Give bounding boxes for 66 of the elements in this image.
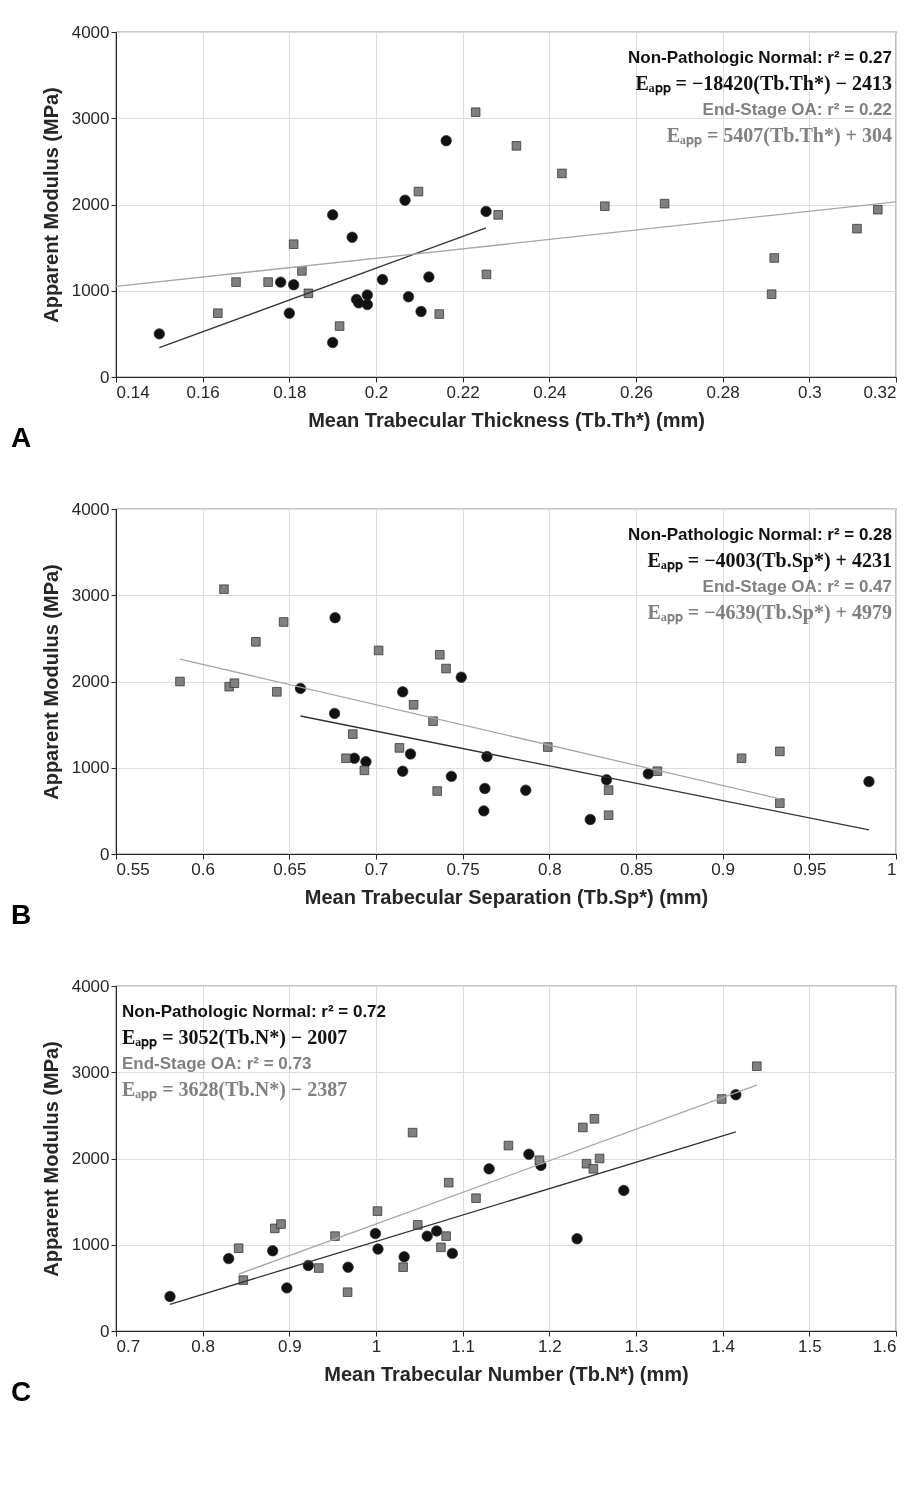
annotation: Eₐₚₚ = −18420(Tb.Th*) − 2413 [635, 72, 892, 96]
x-tick-label: 0.22 [446, 382, 480, 402]
x-tick-label: 0.18 [273, 382, 307, 402]
y-axis-title: Apparent Modulus (MPa) [39, 564, 62, 800]
x-tick-label: 0.14 [116, 382, 150, 402]
y-tick-label: 3000 [71, 1062, 110, 1082]
y-tick-label: 1000 [71, 758, 110, 778]
x-tick-label: 0.24 [533, 382, 567, 402]
y-tick-label: 2000 [71, 195, 110, 214]
x-tick-label: 1.6 [872, 1336, 897, 1356]
x-tick-label: 1.2 [538, 1336, 562, 1356]
x-tick-label: 0.28 [706, 382, 740, 402]
annotation: Eₐₚₚ = −4003(Tb.Sp*) + 4231 [647, 549, 892, 573]
y-tick-label: 1000 [71, 1235, 110, 1255]
x-axis-title: Mean Trabecular Number (Tb.N*) (mm) [324, 1362, 689, 1385]
y-tick-label: 4000 [71, 499, 110, 519]
annotation: Eₐₚₚ = 3052(Tb.N*) − 2007 [122, 1026, 348, 1050]
x-tick-label: 0.16 [186, 382, 220, 402]
y-tick-label: 0 [100, 367, 110, 387]
text: End-Stage OA: r² = 0.22 [702, 100, 892, 119]
x-tick-label: 0.55 [116, 859, 150, 879]
text: End-Stage OA: r² = 0.73 [122, 1054, 312, 1073]
text: B [11, 899, 32, 930]
x-tick-label: 1 [887, 859, 897, 879]
text: C [11, 1376, 32, 1407]
text: Non-Pathologic Normal: r² = 0.72 [122, 1002, 387, 1021]
text: Non-Pathologic Normal: r² = 0.27 [627, 48, 892, 67]
x-tick-label: 0.7 [364, 859, 389, 879]
x-tick-label: 0.75 [446, 859, 480, 879]
y-tick-label: 2000 [71, 672, 110, 691]
y-tick-label: 2000 [71, 1149, 110, 1168]
x-tick-label: 0.9 [711, 859, 735, 879]
x-tick-label: 0.8 [191, 1336, 215, 1356]
x-tick-label: 1.5 [798, 1336, 822, 1356]
x-tick-label: 0.3 [798, 382, 822, 402]
y-tick-label: 3000 [71, 108, 110, 128]
y-tick-label: 0 [100, 844, 110, 864]
x-tick-label: 0.32 [863, 382, 897, 402]
y-tick-label: 0 [100, 1321, 110, 1341]
x-tick-label: 1.4 [711, 1336, 735, 1356]
text: Non-Pathologic Normal: r² = 0.28 [627, 525, 892, 544]
text: End-Stage OA: r² = 0.47 [702, 577, 892, 596]
annotation: Eₐₚₚ = −4639(Tb.Sp*) + 4979 [647, 601, 892, 625]
x-tick-label: 0.85 [619, 859, 654, 879]
y-tick-label: 4000 [71, 22, 110, 42]
x-tick-label: 0.95 [793, 859, 827, 879]
x-axis-title: Mean Trabecular Separation (Tb.Sp*) (mm) [304, 885, 709, 908]
y-axis-title: Apparent Modulus (MPa) [39, 87, 62, 323]
x-tick-label: 1 [371, 1336, 382, 1356]
x-tick-label: 1.3 [624, 1336, 649, 1356]
x-tick-label: 0.8 [538, 859, 562, 879]
annotation: Eₐₚₚ = 3628(Tb.N*) − 2387 [122, 1078, 348, 1102]
y-tick-label: 4000 [71, 976, 110, 996]
x-tick-label: 0.2 [364, 382, 389, 402]
x-axis-title: Mean Trabecular Thickness (Tb.Th*) (mm) [308, 408, 705, 431]
x-tick-label: 0.7 [116, 1336, 141, 1356]
annotation: Eₐₚₚ = 5407(Tb.Th*) + 304 [666, 124, 892, 148]
x-tick-label: 0.6 [191, 859, 215, 879]
text: A [11, 422, 32, 453]
y-tick-label: 1000 [71, 281, 110, 301]
x-tick-label: 0.26 [619, 382, 654, 402]
y-tick-label: 3000 [71, 585, 110, 605]
x-tick-label: 0.65 [273, 859, 307, 879]
x-tick-label: 0.9 [278, 1336, 302, 1356]
x-tick-label: 1.1 [451, 1336, 475, 1356]
y-axis-title: Apparent Modulus (MPa) [39, 1041, 62, 1277]
